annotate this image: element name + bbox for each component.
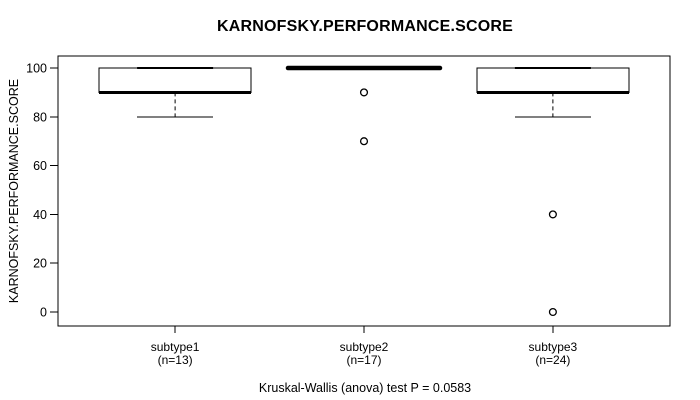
group-name: subtype2 [339,340,389,354]
group-name: subtype3 [528,340,578,354]
group-n: (n=13) [157,353,193,367]
group-n: (n=17) [346,353,382,367]
y-tick-label: 0 [40,306,47,320]
test-caption: Kruskal-Wallis (anova) test P = 0.0583 [258,381,472,395]
outlier-point [359,137,369,146]
group-n: (n=24) [535,353,571,367]
y-tick-label: 40 [33,208,47,222]
chart-title: KARNOFSKY.PERFORMANCE.SCORE [216,18,514,35]
x-group-label: subtype2 (n=17) [340,341,389,367]
outlier-point [548,210,557,219]
y-tick-label: 60 [33,159,47,173]
box [98,67,252,93]
x-group-label: subtype3 (n=24) [529,341,578,367]
y-tick-label: 20 [33,257,47,271]
y-tick-label: 80 [33,110,47,124]
plot-border [57,55,671,327]
outlier-point [359,88,369,97]
outlier-point [548,307,557,317]
group-name: subtype1 [150,340,200,354]
y-tick-label: 100 [26,62,47,76]
box [476,67,630,93]
x-group-label: subtype1 (n=13) [151,341,200,367]
